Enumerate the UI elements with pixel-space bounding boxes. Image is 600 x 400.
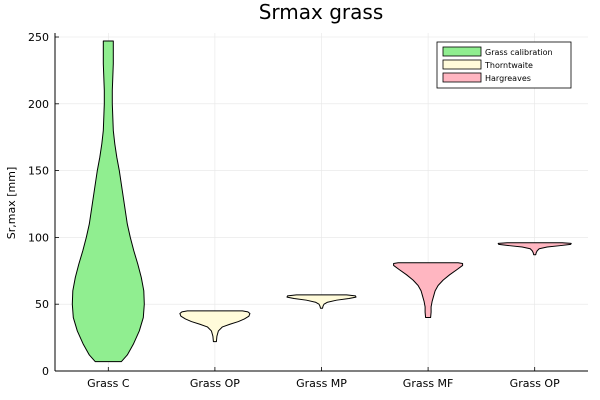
x-tick-label: Grass OP	[190, 377, 240, 390]
violin-5	[497, 242, 572, 256]
legend-label: Thorntwaite	[484, 61, 533, 70]
chart-title: Srmax grass	[259, 0, 384, 24]
legend-swatch	[442, 46, 482, 57]
violin-3	[286, 294, 357, 309]
y-tick-label: 100	[28, 231, 49, 244]
violin-layer	[71, 40, 572, 363]
violin-4	[393, 262, 464, 319]
y-tick-label: 250	[28, 31, 49, 44]
legend-swatch	[442, 59, 482, 70]
legend-label: Hargreaves	[485, 74, 531, 83]
y-tick-label: 200	[28, 98, 49, 111]
axes-layer: 0 50 100 150 200 250 Grass C Grass OP Grass MP Gr…	[28, 31, 588, 390]
violin-2	[179, 310, 251, 343]
y-tick-label: 150	[28, 165, 49, 178]
x-tick-label: Grass C	[87, 377, 130, 390]
x-tick-label: Grass OP	[510, 377, 560, 390]
legend-swatch	[442, 72, 482, 83]
legend-label: Grass calibration	[485, 48, 553, 57]
y-axis-label: Sr,max [mm]	[5, 167, 18, 239]
x-tick-label: Grass MP	[296, 377, 347, 390]
y-tick-label: 50	[35, 298, 49, 311]
x-tick-label: Grass MF	[403, 377, 454, 390]
y-tick-label: 0	[42, 365, 49, 378]
violin-1	[71, 40, 145, 363]
legend: Grass calibration Thorntwaite Hargreaves	[436, 41, 572, 89]
